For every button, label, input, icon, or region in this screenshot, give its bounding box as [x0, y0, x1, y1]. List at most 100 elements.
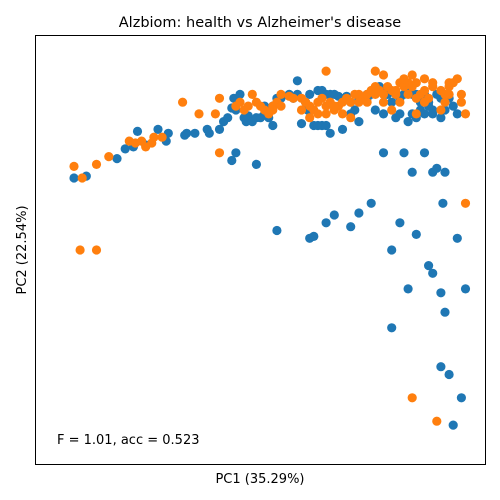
data-point-series-2	[77, 173, 87, 183]
plot-frame	[35, 35, 486, 465]
data-point-series-1	[440, 307, 450, 317]
data-point-series-1	[436, 288, 446, 298]
data-point-series-1	[292, 76, 302, 86]
data-point-series-2	[378, 70, 389, 80]
data-point-series-2	[391, 85, 401, 96]
data-point-series-1	[354, 208, 364, 218]
data-point-series-1	[132, 126, 143, 136]
data-point-series-2	[91, 245, 102, 255]
data-point-series-1	[438, 198, 448, 208]
data-point-series-2	[419, 97, 430, 107]
data-point-series-1	[305, 89, 315, 99]
data-point-series-2	[407, 70, 417, 80]
data-point-series-1	[321, 218, 331, 228]
data-point-series-2	[313, 109, 323, 119]
data-point-series-1	[69, 173, 79, 183]
data-point-series-1	[251, 159, 261, 169]
data-point-series-2	[321, 66, 331, 76]
data-point-series-2	[395, 97, 405, 107]
data-point-series-1	[460, 284, 471, 294]
data-point-series-1	[452, 233, 462, 243]
data-point-series-1	[387, 97, 397, 107]
data-point-series-1	[403, 117, 413, 127]
data-point-series-2	[178, 97, 188, 107]
data-point-series-1	[153, 124, 163, 134]
data-point-series-1	[223, 113, 233, 123]
data-point-series-2	[419, 85, 430, 96]
data-point-series-2	[354, 97, 364, 107]
data-point-series-1	[440, 167, 450, 177]
data-point-series-1	[411, 229, 421, 239]
data-point-series-1	[272, 225, 282, 236]
data-point-series-2	[243, 101, 253, 111]
data-point-series-2	[419, 74, 430, 84]
data-point-series-1	[387, 323, 397, 333]
data-point-series-1	[395, 218, 405, 228]
data-point-series-2	[149, 132, 159, 142]
data-point-series-2	[460, 198, 471, 208]
data-point-series-1	[354, 117, 364, 127]
data-point-series-2	[436, 105, 446, 115]
data-point-series-1	[235, 89, 245, 99]
data-point-series-2	[411, 93, 421, 103]
data-point-series-1	[214, 124, 225, 134]
data-point-series-1	[407, 167, 417, 177]
data-point-series-1	[296, 119, 307, 129]
data-point-series-1	[432, 163, 442, 173]
data-point-series-2	[329, 101, 339, 111]
data-point-series-2	[428, 78, 438, 88]
data-point-series-1	[378, 109, 389, 119]
data-point-series-1	[452, 109, 462, 119]
data-point-series-2	[157, 132, 167, 142]
data-point-series-2	[407, 82, 417, 92]
data-point-series-1	[325, 128, 335, 138]
data-point-series-2	[452, 74, 462, 84]
data-point-series-1	[419, 109, 430, 119]
data-point-series-1	[428, 109, 438, 119]
data-point-series-2	[407, 393, 417, 403]
data-point-series-2	[104, 152, 114, 162]
data-point-series-2	[378, 89, 389, 99]
data-point-series-2	[370, 66, 380, 76]
data-point-series-2	[432, 416, 442, 426]
data-point-series-1	[403, 284, 413, 294]
data-point-series-2	[214, 93, 225, 103]
data-point-series-1	[444, 369, 454, 380]
data-point-series-1	[387, 245, 397, 255]
data-point-series-2	[387, 105, 397, 115]
data-point-series-2	[346, 97, 356, 107]
data-point-series-2	[288, 93, 298, 103]
data-point-series-1	[399, 148, 409, 158]
stats-annotation: F = 1.01, acc = 0.523	[57, 433, 199, 448]
data-point-series-2	[321, 109, 331, 119]
data-point-series-1	[448, 420, 458, 430]
data-point-series-1	[436, 362, 446, 372]
data-point-series-1	[378, 148, 389, 158]
data-point-series-2	[210, 109, 220, 119]
data-point-series-1	[337, 124, 348, 134]
data-point-series-2	[460, 109, 471, 119]
data-point-series-2	[444, 89, 454, 99]
data-point-series-2	[268, 105, 278, 115]
data-point-series-1	[370, 105, 380, 115]
data-point-series-2	[337, 109, 348, 119]
data-point-series-1	[112, 154, 122, 164]
data-point-series-1	[448, 101, 458, 111]
data-point-series-1	[309, 231, 319, 241]
data-point-series-2	[75, 245, 85, 255]
data-point-series-2	[247, 89, 257, 99]
data-point-series-2	[69, 161, 79, 171]
data-point-series-1	[321, 120, 331, 131]
data-point-series-1	[456, 393, 466, 403]
plot-points	[69, 66, 471, 430]
data-point-series-1	[204, 128, 214, 138]
data-point-series-1	[227, 155, 237, 166]
data-point-series-1	[182, 128, 192, 138]
data-point-series-2	[411, 109, 421, 119]
y-axis-label: PC2 (22.54%)	[15, 205, 30, 294]
data-point-series-2	[456, 97, 466, 107]
data-point-series-2	[378, 97, 389, 107]
data-point-series-1	[329, 210, 339, 220]
data-point-series-1	[395, 109, 405, 119]
